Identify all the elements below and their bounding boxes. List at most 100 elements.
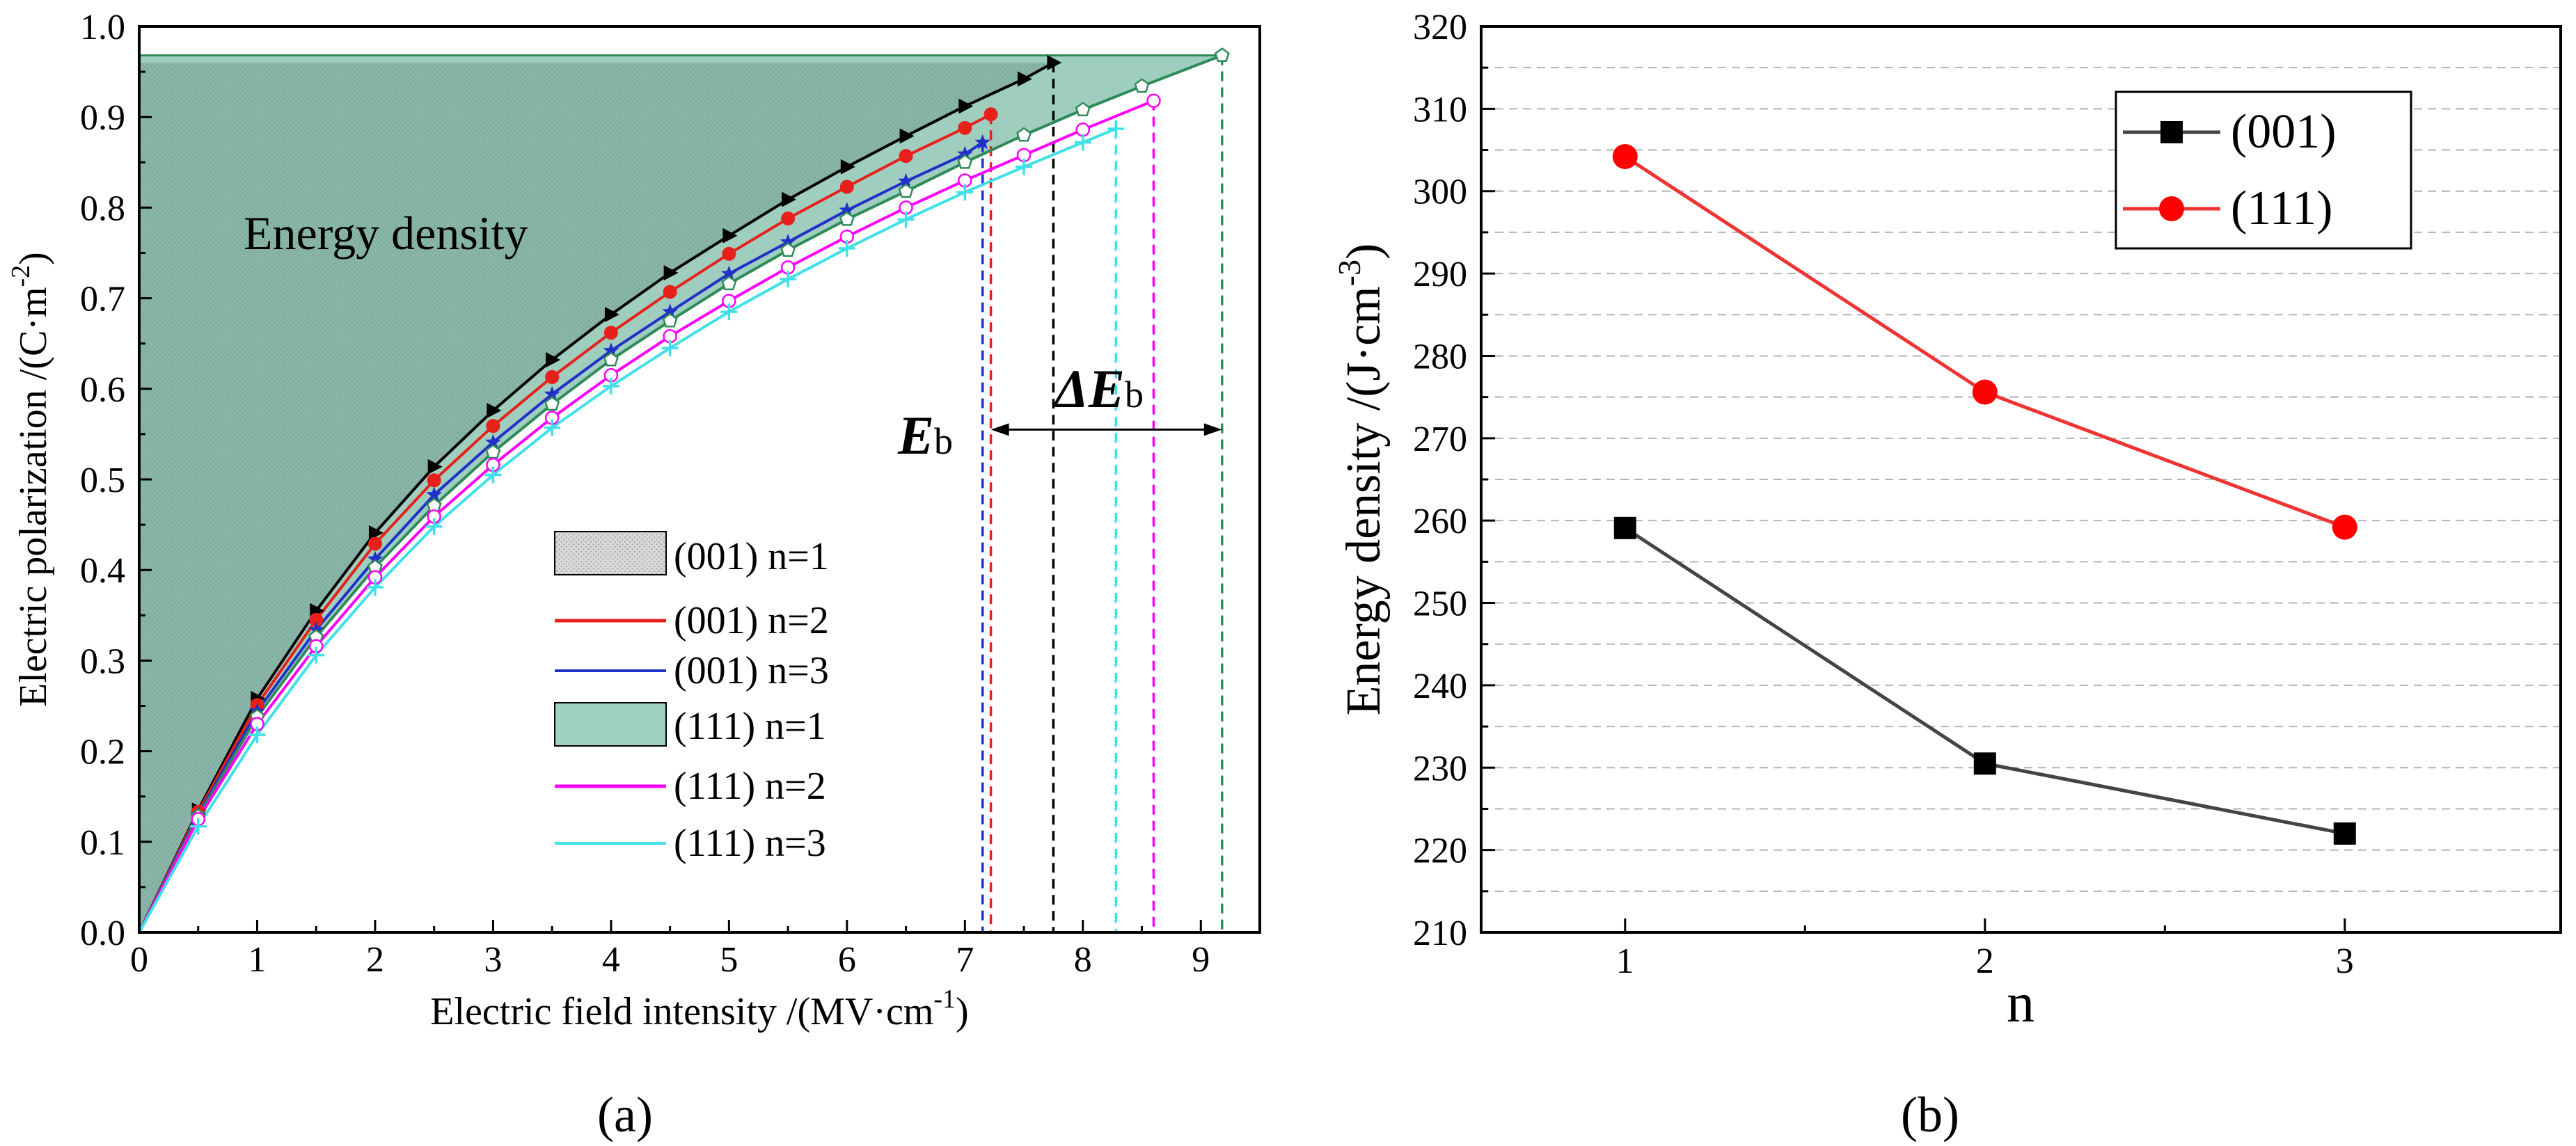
data-point-001-n-2-12 xyxy=(781,212,796,226)
legend-label-111-n1: (111) n=1 xyxy=(674,705,826,748)
data-point-111-n-1-14 xyxy=(898,183,914,198)
legend-b: (001) (111) xyxy=(2115,90,2412,250)
x-tick-label-a-7: 7 xyxy=(956,940,974,980)
x-tick-label-a-8: 8 xyxy=(1074,940,1092,980)
x-tick-label-a-2: 2 xyxy=(366,940,384,980)
y-tick-label-b-280: 280 xyxy=(1413,337,1467,376)
data-point-111-n-3-3 xyxy=(248,726,266,744)
data-point-001-n-3-13 xyxy=(839,202,855,217)
x-tick-label-a-5: 5 xyxy=(720,940,738,980)
data-point-111-n-3-11 xyxy=(720,303,738,321)
x-tick-label-a-3: 3 xyxy=(484,940,502,980)
legend-b-box xyxy=(2115,90,2412,250)
delta-eb-arrowhead-right xyxy=(1203,423,1222,436)
data-point-001-n-2-5 xyxy=(368,536,382,551)
data-point-001-n-1-5 xyxy=(368,525,384,541)
data-point-111-n-3-17 xyxy=(1074,134,1091,151)
data-point-001-n-2-9 xyxy=(603,326,618,340)
data-point-111-n-3-2 xyxy=(189,818,207,835)
data-point-001-n-1-11 xyxy=(722,228,738,244)
data-point-111-n-3-6 xyxy=(425,518,443,535)
data-point-001-n-3-12 xyxy=(780,233,796,249)
x-tick-label-a-4: 4 xyxy=(602,940,620,980)
shaded-area-overlap xyxy=(139,63,1054,932)
y-tick-label-a-0.8: 0.8 xyxy=(80,189,125,228)
legend-swatch-111-n1 xyxy=(554,702,667,747)
data-point-111-n-1-8 xyxy=(544,396,560,411)
data-point-001-n-2-6 xyxy=(427,473,441,488)
data-point-001-n-3-14 xyxy=(898,173,914,189)
y-tick-label-a-1.0: 1.0 xyxy=(80,8,125,47)
data-point-111-n-1-19 xyxy=(1214,47,1230,63)
panel-label-b: (b) xyxy=(1901,1087,1959,1143)
y-tick-label-b-310: 310 xyxy=(1413,90,1467,129)
data-point-b-111-n3 xyxy=(2332,514,2357,540)
data-point-001-n-3-6 xyxy=(426,486,443,502)
eb-label: Eb xyxy=(897,405,953,465)
y-tick-label-b-260: 260 xyxy=(1413,502,1467,541)
data-point-111-n-1-17 xyxy=(1075,102,1091,117)
data-point-111-n-3-14 xyxy=(897,211,915,228)
y-tick-label-a-0.4: 0.4 xyxy=(80,551,125,591)
y-tick-label-b-320: 320 xyxy=(1413,8,1467,47)
data-point-001-n-2-4 xyxy=(309,612,324,627)
y-tick-label-a-0.3: 0.3 xyxy=(80,642,125,681)
data-point-001-n-2-15 xyxy=(958,120,972,135)
data-point-111-n-3-5 xyxy=(366,578,384,596)
series-line-111-n-2 xyxy=(138,99,1155,933)
y-tick-label-a-0.5: 0.5 xyxy=(80,461,125,500)
legend-b-label-001: (001) xyxy=(2231,105,2337,159)
data-point-111-n-2-18 xyxy=(1146,93,1161,109)
x-tick-label-b-3: 3 xyxy=(2336,941,2354,981)
data-point-001-n-1-15 xyxy=(958,98,974,114)
y-tick-label-b-230: 230 xyxy=(1413,749,1467,788)
x-tick-label-a-6: 6 xyxy=(838,940,856,980)
data-point-111-n-3-8 xyxy=(544,419,561,436)
x-tick-label-a-0: 0 xyxy=(130,940,148,980)
shaded-area-001-n1 xyxy=(139,63,1054,932)
legend-label-001-n3: (001) n=3 xyxy=(674,649,829,692)
data-point-001-n-1-12 xyxy=(782,191,797,207)
legend-b-marker-001 xyxy=(2160,121,2183,143)
y-tick-label-a-0.0: 0.0 xyxy=(80,914,125,953)
data-point-b-111-n1 xyxy=(1612,144,1638,170)
legend-label-001-n2: (001) n=2 xyxy=(674,599,829,642)
data-point-111-n-1-9 xyxy=(603,351,619,367)
data-point-111-n-3-7 xyxy=(484,466,502,484)
data-point-111-n-3-18 xyxy=(1107,120,1125,138)
data-point-111-n-1-15 xyxy=(957,154,973,169)
y-tick-label-b-240: 240 xyxy=(1413,667,1467,706)
legend-label-111-n2: (111) n=2 xyxy=(674,765,826,808)
delta-eb-arrowhead-left xyxy=(990,423,1009,436)
data-point-001-n-3-11 xyxy=(721,265,737,281)
data-point-b-001-n3 xyxy=(2333,822,2356,845)
data-point-001-n-1-13 xyxy=(840,159,855,175)
data-point-001-n-2-13 xyxy=(839,180,854,194)
data-point-001-n-1-6 xyxy=(427,459,443,475)
data-point-001-n-2-10 xyxy=(663,285,677,299)
y-tick-label-a-0.9: 0.9 xyxy=(80,98,125,138)
data-point-001-n-1-16 xyxy=(1018,71,1033,87)
data-point-001-n-2-8 xyxy=(545,369,560,384)
x-tick-label-a-1: 1 xyxy=(248,940,266,980)
data-point-111-n-3-4 xyxy=(308,646,325,664)
data-point-001-n-3-5 xyxy=(367,550,384,566)
data-point-b-001-n2 xyxy=(1973,752,1996,775)
data-point-b-001-n1 xyxy=(1613,516,1636,539)
data-point-001-n-1-end xyxy=(1047,55,1062,71)
y-tick-label-a-0.1: 0.1 xyxy=(80,823,125,863)
y-tick-label-b-220: 220 xyxy=(1413,831,1467,871)
data-point-111-n-3-15 xyxy=(956,184,974,201)
legend-b-marker-111 xyxy=(2159,196,2184,221)
data-point-001-n-3-7 xyxy=(485,433,501,449)
y-tick-label-b-300: 300 xyxy=(1413,173,1467,212)
y-axis-label-a: Electric polarization /(C·m-2) xyxy=(6,252,55,707)
data-point-001-n-3-16 xyxy=(974,134,991,150)
y-tick-label-a-0.2: 0.2 xyxy=(80,733,125,772)
data-point-111-n-1-11 xyxy=(721,276,737,291)
data-point-001-n-3-15 xyxy=(956,145,973,161)
chart-b: 1 2 3 210 220 230 240 250 260 270 280 290 300 310 320… xyxy=(1332,8,2562,1143)
legend-label-001-n1: (001) n=1 xyxy=(674,535,829,578)
x-tick-label-b-1: 1 xyxy=(1616,941,1634,981)
x-tick-label-a-9: 9 xyxy=(1192,940,1210,980)
